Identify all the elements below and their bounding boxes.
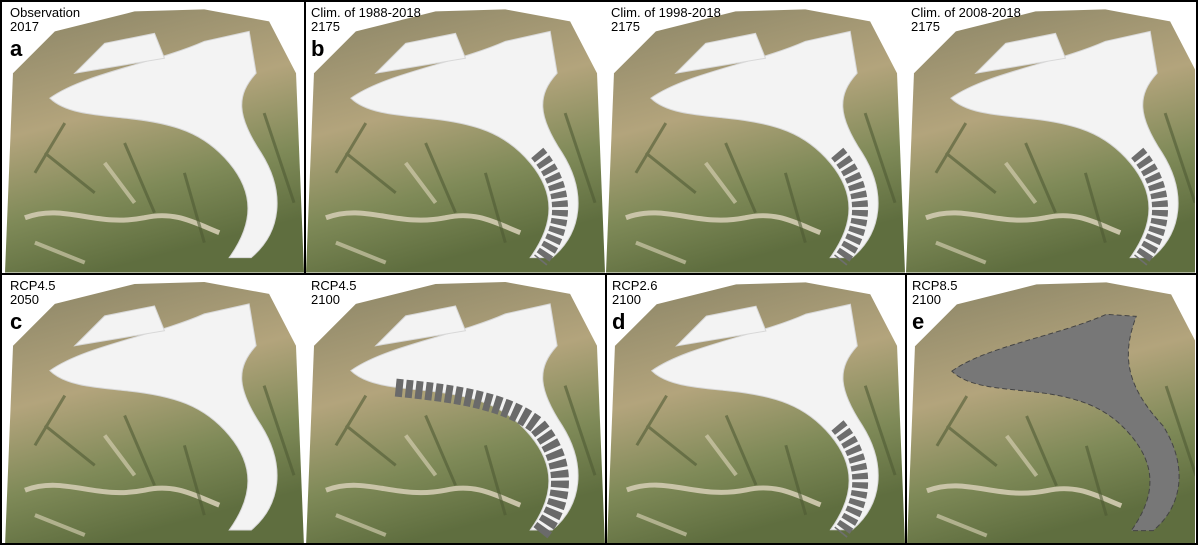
- scenario: Clim. of 1998-2018: [611, 5, 721, 20]
- panel-label: RCP8.5 2100: [912, 279, 958, 307]
- scenario: Observation: [10, 5, 81, 20]
- scenario: Clim. of 1988-2018: [311, 5, 421, 20]
- panel: RCP4.5 2100: [306, 276, 605, 546]
- frame-top: [0, 0, 1198, 2]
- year: 2017: [10, 19, 39, 34]
- panel: RCP8.5 2100 e: [907, 276, 1198, 546]
- panel: Observation 2017 a: [5, 3, 304, 273]
- panel-label: RCP4.5 2050: [10, 279, 56, 307]
- panel-label: RCP2.6 2100: [612, 279, 658, 307]
- year: 2050: [10, 292, 39, 307]
- frame-bottom: [0, 543, 1198, 545]
- year: 2100: [311, 292, 340, 307]
- terrain-render: [5, 276, 304, 545]
- panel-letter: b: [311, 36, 325, 61]
- panel: Clim. of 2008-2018 2175: [906, 3, 1198, 273]
- panel-label: Clim. of 1998-2018 2175: [611, 6, 721, 34]
- frame-left: [0, 0, 2, 545]
- group-divider: [905, 274, 907, 545]
- panel: Clim. of 1988-2018 2175 b: [306, 3, 605, 273]
- scenario: RCP4.5: [10, 278, 56, 293]
- panel: RCP4.5 2050 c: [5, 276, 304, 546]
- scenario: RCP8.5: [912, 278, 958, 293]
- year: 2100: [612, 292, 641, 307]
- terrain-render: [906, 3, 1195, 273]
- panel-label: Clim. of 2008-2018 2175: [911, 6, 1021, 34]
- year: 2175: [911, 19, 940, 34]
- panel-letter: a: [10, 36, 23, 61]
- panel: RCP2.6 2100 d: [607, 276, 906, 546]
- panel-label: RCP4.5 2100: [311, 279, 357, 307]
- panel-letter: e: [912, 309, 925, 334]
- panel: Clim. of 1998-2018 2175: [606, 3, 905, 273]
- panel-letter: d: [612, 309, 626, 334]
- year: 2175: [311, 19, 340, 34]
- panel-label: Observation 2017: [10, 6, 80, 34]
- scenario: RCP4.5: [311, 278, 357, 293]
- frame-right: [1196, 0, 1198, 545]
- terrain-render: [306, 276, 605, 545]
- scenario: RCP2.6: [612, 278, 658, 293]
- terrain-render: [907, 276, 1195, 545]
- year: 2100: [912, 292, 941, 307]
- terrain-render: [607, 276, 905, 545]
- panel-label: Clim. of 1988-2018 2175: [311, 6, 421, 34]
- terrain-render: [306, 3, 605, 273]
- group-divider: [304, 0, 306, 275]
- terrain-render: [606, 3, 905, 273]
- scenario: Clim. of 2008-2018: [911, 5, 1021, 20]
- year: 2175: [611, 19, 640, 34]
- panel-letter: c: [10, 309, 23, 334]
- group-divider: [605, 274, 607, 545]
- row-divider: [0, 273, 1198, 275]
- terrain-render: [5, 3, 304, 273]
